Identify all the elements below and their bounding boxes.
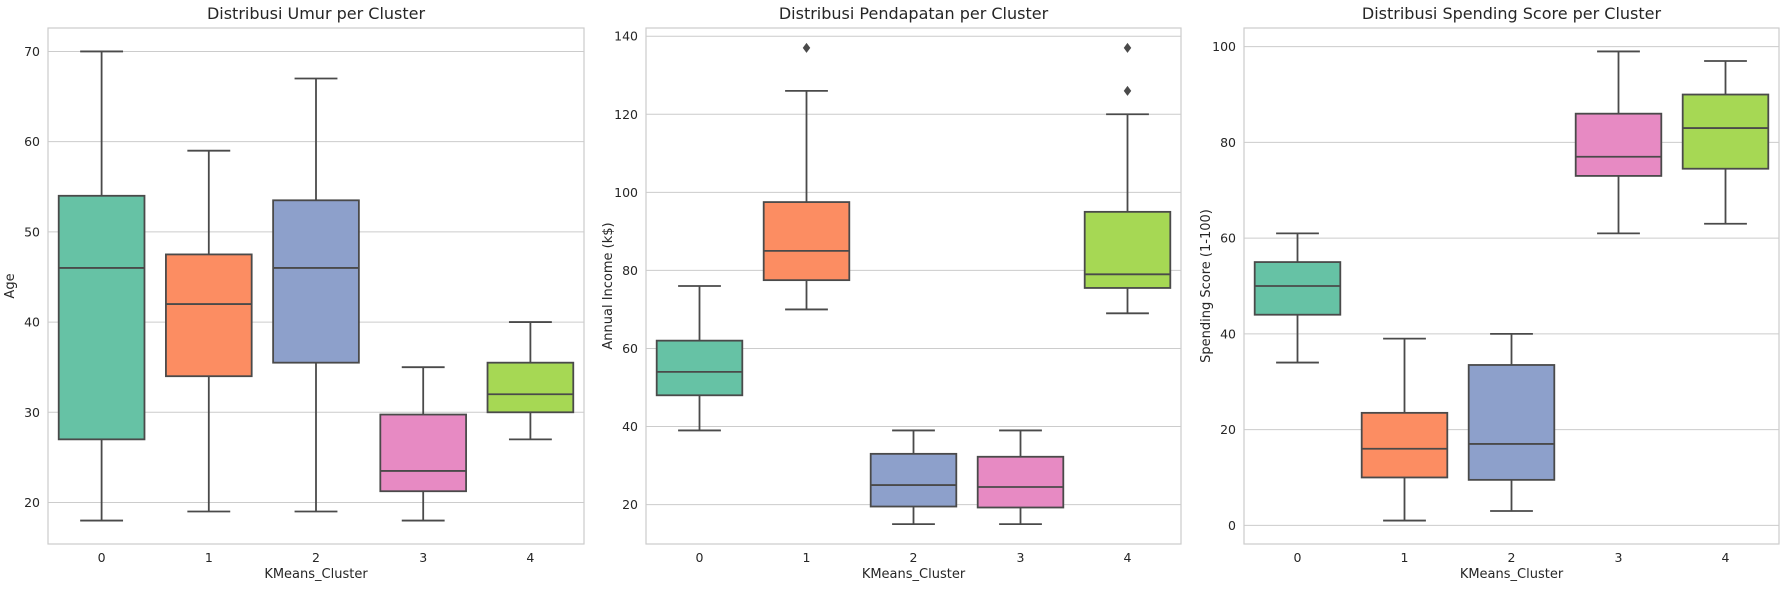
subplot-2: 0 20 40 60 80 100 0 1 2 3 4 Distribusi Spending Sco… (1199, 4, 1780, 582)
iqr-box (1360, 411, 1449, 479)
y-tick-label: 70 (24, 44, 40, 59)
box-cluster-3 (976, 429, 1065, 525)
y-tick-label: 50 (24, 224, 40, 239)
chart-title: Distribusi Spending Score per Cluster (1362, 4, 1662, 23)
iqr-box (1253, 261, 1342, 316)
y-tick-label: 100 (1212, 39, 1236, 54)
box-cluster-4 (486, 321, 575, 441)
outlier-point (1123, 85, 1132, 96)
x-tick-label: 4 (1722, 550, 1730, 565)
iqr-box (1681, 93, 1770, 170)
x-axis-label: KMeans_Cluster (862, 567, 966, 582)
y-tick-label: 100 (614, 185, 638, 200)
box-cluster-1 (1360, 337, 1449, 522)
y-tick-label: 60 (24, 134, 40, 149)
x-tick-label: 2 (312, 550, 320, 565)
y-tick-label: 60 (1220, 231, 1236, 246)
box-cluster-1 (762, 42, 851, 311)
iqr-box (486, 361, 575, 414)
iqr-box (655, 339, 744, 397)
y-tick-label: 60 (622, 341, 638, 356)
x-tick-label: 1 (1401, 550, 1409, 565)
outlier-point (1123, 42, 1132, 53)
box-cluster-0 (1253, 232, 1342, 364)
x-tick-label: 0 (1294, 550, 1302, 565)
chart-title: Distribusi Umur per Cluster (207, 4, 426, 23)
y-tick-label: 20 (1220, 422, 1236, 437)
y-tick-label: 20 (24, 495, 40, 510)
box-cluster-0 (655, 285, 744, 432)
x-tick-label: 3 (1615, 550, 1623, 565)
iqr-box (379, 413, 467, 493)
y-tick-label: 40 (622, 419, 638, 434)
box-cluster-2 (272, 77, 360, 513)
x-tick-label: 2 (1508, 550, 1516, 565)
x-tick-label: 0 (696, 550, 704, 565)
axes-frame (645, 27, 1182, 545)
box-cluster-3 (379, 366, 467, 522)
subplot-1: 20 40 60 80 100 120 140 0 1 2 3 4 Distribusi Pendapa… (601, 4, 1182, 582)
iqr-box (1083, 210, 1172, 289)
box-cluster-4 (1681, 60, 1770, 225)
y-tick-label: 140 (614, 29, 638, 44)
axes-frame (47, 27, 585, 545)
y-axis-label: Annual Income (k$) (601, 222, 616, 349)
x-tick-label: 1 (803, 550, 811, 565)
box-cluster-2 (869, 429, 958, 525)
box-cluster-1 (165, 149, 253, 513)
box-cluster-2 (1467, 332, 1556, 512)
x-tick-label: 4 (1124, 550, 1132, 565)
y-axis-label: Age (3, 273, 18, 298)
iqr-box (57, 194, 146, 441)
box-cluster-0 (57, 50, 146, 522)
iqr-box (1574, 112, 1663, 177)
y-tick-label: 20 (622, 497, 638, 512)
iqr-box (762, 201, 851, 282)
iqr-box (1467, 364, 1556, 481)
iqr-box (272, 199, 360, 364)
subplot-0: 20 30 40 50 60 70 0 1 2 3 4 Distribusi Umur per Clu… (3, 4, 585, 582)
chart-title: Distribusi Pendapatan per Cluster (779, 4, 1049, 23)
y-tick-label: 30 (24, 405, 40, 420)
y-tick-label: 80 (622, 263, 638, 278)
x-axis-label: KMeans_Cluster (1460, 567, 1564, 582)
x-axis-label: KMeans_Cluster (264, 567, 368, 582)
y-tick-label: 120 (614, 107, 638, 122)
y-tick-label: 40 (24, 315, 40, 330)
box-cluster-3 (1574, 50, 1663, 235)
x-tick-label: 3 (419, 550, 427, 565)
iqr-box (165, 253, 253, 378)
iqr-box (869, 452, 958, 508)
y-tick-label: 80 (1220, 135, 1236, 150)
axes-frame (1243, 27, 1780, 545)
x-tick-label: 0 (98, 550, 106, 565)
outlier-point (802, 42, 811, 53)
x-tick-label: 4 (526, 550, 534, 565)
box-cluster-4 (1083, 42, 1172, 315)
x-tick-label: 2 (910, 550, 918, 565)
y-tick-label: 0 (1228, 518, 1236, 533)
x-tick-label: 1 (205, 550, 213, 565)
y-axis-label: Spending Score (1-100) (1199, 209, 1214, 363)
x-tick-label: 3 (1017, 550, 1025, 565)
iqr-box (976, 455, 1065, 509)
y-tick-label: 40 (1220, 326, 1236, 341)
